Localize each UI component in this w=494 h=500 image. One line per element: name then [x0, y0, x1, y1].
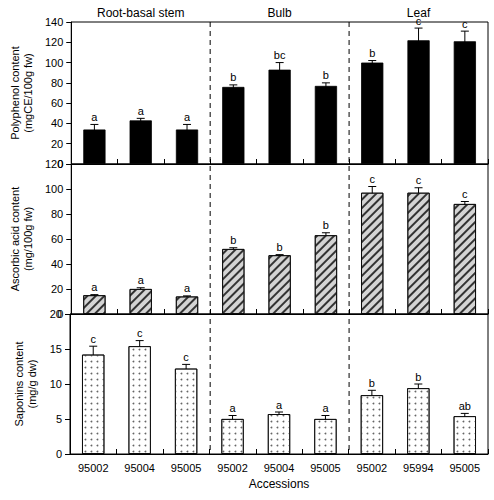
svg-text:a: a: [276, 399, 283, 411]
svg-text:a: a: [91, 281, 98, 293]
svg-text:95994: 95994: [403, 462, 434, 474]
svg-text:95002: 95002: [78, 462, 109, 474]
svg-text:20: 20: [51, 138, 63, 150]
svg-text:(mg/g dw): (mg/g dw): [26, 360, 38, 409]
svg-text:95004: 95004: [124, 462, 155, 474]
svg-text:95005: 95005: [171, 462, 202, 474]
svg-text:b: b: [230, 71, 236, 83]
svg-text:b: b: [230, 234, 236, 246]
svg-text:100: 100: [45, 183, 63, 195]
svg-text:b: b: [369, 47, 375, 59]
svg-text:Saponins content: Saponins content: [13, 341, 25, 426]
svg-text:15: 15: [50, 343, 62, 355]
svg-text:40: 40: [51, 258, 63, 270]
svg-text:0: 0: [56, 448, 62, 460]
svg-text:b: b: [415, 371, 421, 383]
svg-text:95005: 95005: [449, 462, 480, 474]
svg-text:c: c: [90, 333, 96, 345]
svg-text:c: c: [369, 173, 375, 185]
svg-text:20: 20: [51, 283, 63, 295]
svg-text:a: a: [91, 111, 98, 123]
svg-text:b: b: [369, 377, 375, 389]
svg-text:c: c: [416, 15, 422, 27]
svg-text:20: 20: [50, 308, 62, 320]
svg-text:140: 140: [45, 16, 63, 28]
svg-text:a: a: [138, 274, 145, 286]
svg-text:b: b: [323, 69, 329, 81]
svg-text:Leaf: Leaf: [406, 6, 431, 20]
svg-text:Accessions: Accessions: [249, 477, 310, 491]
svg-text:a: a: [184, 282, 191, 294]
svg-text:10: 10: [50, 378, 62, 390]
svg-text:60: 60: [51, 233, 63, 245]
svg-text:Bulb: Bulb: [268, 6, 292, 20]
svg-text:120: 120: [45, 36, 63, 48]
svg-text:a: a: [229, 402, 236, 414]
svg-text:(mgCE/100g fw): (mgCE/100g fw): [22, 53, 34, 132]
svg-text:100: 100: [45, 57, 63, 69]
svg-text:95005: 95005: [310, 462, 341, 474]
svg-text:b: b: [277, 241, 283, 253]
svg-text:b: b: [323, 219, 329, 231]
svg-text:ab: ab: [459, 400, 471, 412]
svg-text:c: c: [137, 327, 143, 339]
svg-text:Root-basal stem: Root-basal stem: [97, 6, 184, 20]
svg-text:60: 60: [51, 97, 63, 109]
svg-text:c: c: [462, 18, 468, 30]
svg-text:Polyphenol content: Polyphenol content: [9, 46, 21, 140]
svg-text:5: 5: [56, 413, 62, 425]
svg-text:(mg/100g fw): (mg/100g fw): [22, 207, 34, 271]
svg-text:c: c: [183, 351, 189, 363]
svg-text:c: c: [416, 174, 422, 186]
svg-text:120: 120: [45, 158, 63, 170]
svg-text:a: a: [184, 111, 191, 123]
svg-text:a: a: [138, 105, 145, 117]
svg-text:95004: 95004: [264, 462, 295, 474]
svg-text:95002: 95002: [217, 462, 248, 474]
svg-text:Ascorbic acid content: Ascorbic acid content: [9, 187, 21, 292]
svg-text:c: c: [462, 188, 468, 200]
svg-text:bc: bc: [274, 49, 286, 61]
svg-text:95002: 95002: [357, 462, 388, 474]
svg-text:80: 80: [51, 208, 63, 220]
svg-text:80: 80: [51, 77, 63, 89]
svg-text:a: a: [322, 402, 329, 414]
svg-text:40: 40: [51, 117, 63, 129]
